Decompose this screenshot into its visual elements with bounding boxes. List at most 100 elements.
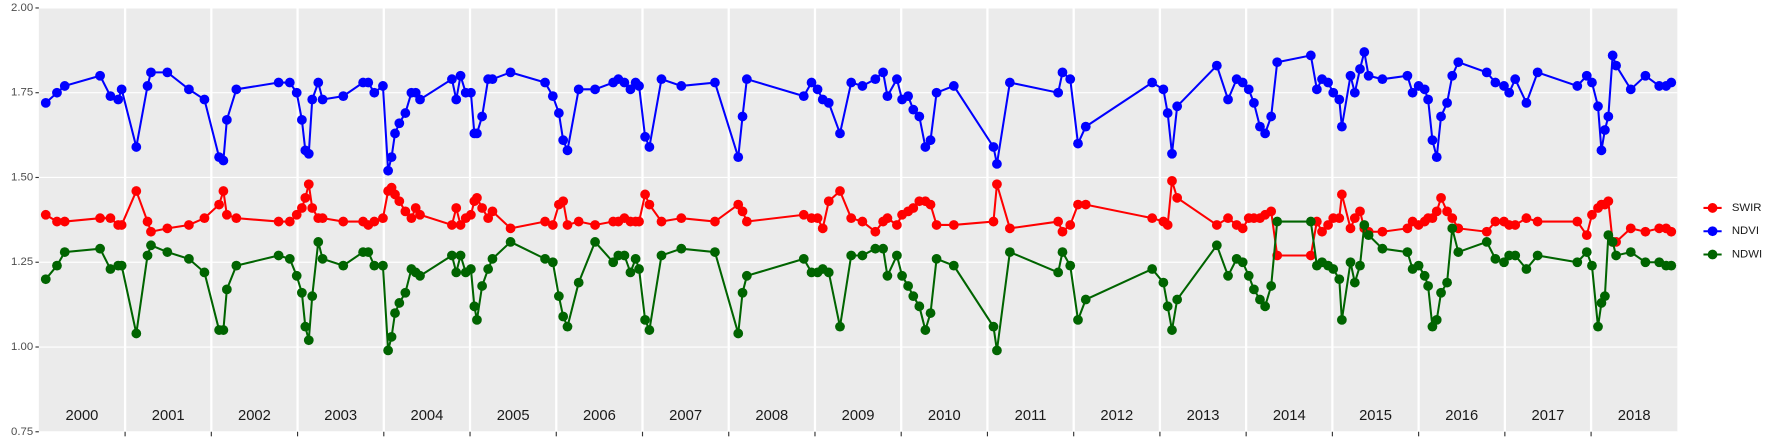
data-point — [1625, 247, 1636, 257]
data-point — [1666, 77, 1677, 88]
data-point — [1402, 247, 1413, 257]
data-point — [369, 260, 380, 271]
data-point — [1603, 196, 1614, 207]
data-point — [447, 250, 457, 261]
data-point — [1377, 74, 1388, 85]
data-point — [1377, 226, 1388, 237]
data-point — [1510, 250, 1521, 261]
data-point — [487, 253, 498, 264]
data-point — [741, 74, 752, 85]
data-point — [394, 298, 405, 308]
data-point — [1431, 314, 1442, 325]
data-point — [1167, 175, 1177, 186]
year-label: 2001 — [152, 408, 185, 424]
data-point — [948, 81, 959, 91]
data-point — [634, 216, 644, 227]
data-point — [218, 155, 229, 166]
data-point — [823, 98, 834, 108]
data-point — [1611, 60, 1621, 71]
data-point — [1355, 260, 1365, 271]
data-point — [1223, 94, 1233, 105]
year-label: 2002 — [238, 408, 271, 424]
data-point — [296, 287, 307, 298]
data-point — [737, 287, 748, 298]
data-point — [1080, 121, 1091, 132]
data-point — [1419, 84, 1430, 95]
data-point — [95, 70, 105, 81]
data-point — [1237, 257, 1248, 268]
data-point — [291, 209, 302, 220]
data-point — [146, 226, 156, 237]
data-point — [317, 253, 328, 264]
data-point — [857, 81, 868, 91]
legend-marker — [1707, 226, 1718, 237]
data-point — [1600, 125, 1610, 135]
data-point — [162, 223, 173, 234]
data-point — [1266, 281, 1277, 291]
data-point — [1442, 98, 1452, 108]
data-point — [558, 135, 569, 146]
data-point — [116, 84, 127, 95]
data-point — [1640, 226, 1651, 237]
data-point — [116, 220, 127, 230]
data-point — [338, 91, 349, 101]
data-point — [878, 243, 888, 254]
data-point — [630, 253, 641, 264]
data-point — [846, 250, 857, 261]
year-label: 2007 — [669, 408, 702, 424]
data-point — [608, 257, 619, 268]
data-point — [835, 321, 845, 332]
data-point — [52, 260, 62, 271]
data-point — [131, 328, 142, 339]
data-point — [1490, 77, 1501, 88]
data-point — [1481, 226, 1492, 237]
data-point — [455, 70, 466, 81]
data-point — [273, 216, 284, 227]
data-point — [1355, 64, 1365, 74]
data-point — [1521, 264, 1532, 274]
data-point — [199, 267, 210, 278]
year-label: 2016 — [1445, 408, 1478, 424]
data-point — [710, 216, 720, 227]
data-point — [296, 203, 307, 213]
data-point — [733, 152, 744, 163]
data-point — [378, 260, 388, 271]
data-point — [1004, 223, 1015, 234]
data-point — [920, 325, 931, 335]
data-point — [806, 77, 817, 88]
data-point — [300, 192, 311, 203]
data-point — [1521, 98, 1532, 108]
data-point — [1053, 267, 1064, 278]
data-point — [870, 226, 881, 237]
data-point — [870, 74, 881, 85]
data-point — [52, 216, 62, 227]
data-point — [146, 67, 156, 78]
data-point — [477, 111, 487, 122]
data-point — [95, 213, 105, 224]
data-point — [1147, 77, 1158, 88]
data-point — [1211, 60, 1222, 71]
data-point — [1336, 189, 1347, 200]
data-point — [218, 186, 229, 196]
data-point — [1266, 206, 1277, 217]
data-point — [835, 186, 845, 196]
data-point — [466, 209, 476, 220]
year-label: 2011 — [1015, 408, 1047, 424]
data-point — [1447, 213, 1458, 224]
data-point — [231, 260, 242, 271]
data-point — [317, 213, 328, 224]
data-point — [547, 91, 558, 101]
data-point — [40, 209, 51, 220]
year-label: 2000 — [66, 408, 99, 424]
data-point — [383, 165, 393, 176]
data-point — [231, 84, 242, 95]
data-point — [562, 220, 573, 230]
data-point — [1413, 260, 1424, 271]
data-point — [472, 128, 482, 139]
data-point — [1158, 84, 1169, 95]
data-point — [1603, 111, 1614, 122]
data-point — [573, 216, 584, 227]
data-point — [1402, 223, 1413, 234]
data-point — [835, 128, 845, 139]
